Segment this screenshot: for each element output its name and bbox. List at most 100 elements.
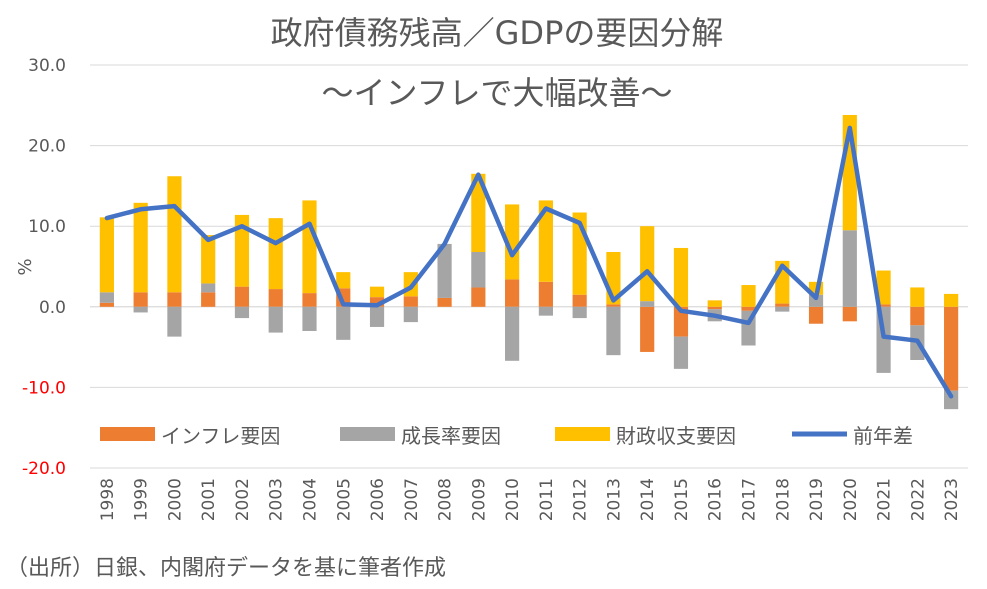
x-tick-label-2007: 2007 (402, 478, 422, 521)
bar-インフレ要因-2020 (842, 306, 857, 322)
source-note: （出所）日銀、内閣府データを基に筆者作成 (6, 556, 446, 581)
line-series (104, 125, 954, 399)
line-前年差 (104, 125, 954, 399)
x-tick-label-1998: 1998 (98, 478, 118, 521)
y-tick-label: 10.0 (28, 217, 66, 237)
y-tick-label: -10.0 (22, 378, 66, 398)
x-tick-label-2020: 2020 (841, 478, 861, 521)
bar-インフレ要因-2017 (741, 306, 756, 311)
chart-title: 政府債務残高／GDPの要因分解 (271, 14, 724, 52)
legend-label-財政収支要因: 財政収支要因 (616, 424, 736, 448)
bar-インフレ要因-2009 (471, 287, 486, 307)
bar-インフレ要因-2014 (640, 306, 655, 352)
y-tick-label: 20.0 (28, 137, 66, 157)
bar-成長率要因-2003 (268, 306, 283, 333)
y-tick-label: 30.0 (28, 56, 66, 76)
x-tick-label-2014: 2014 (638, 478, 658, 521)
bar-インフレ要因-2016 (707, 306, 722, 310)
bar-成長率要因-2002 (234, 306, 250, 319)
bar-成長率要因-2011 (538, 306, 553, 316)
bar-インフレ要因-2012 (572, 294, 587, 307)
bar-成長率要因-2008 (437, 243, 452, 298)
bar-インフレ要因-2003 (268, 289, 283, 307)
x-tick-label-2001: 2001 (199, 478, 219, 521)
x-tick-label-2012: 2012 (571, 478, 591, 521)
x-axis-ticks: 1998 1999 2000 2001 2002 2003 2004 2005 2006 2007… (98, 478, 962, 521)
bar-成長率要因-2023 (944, 390, 959, 410)
bar-財政収支要因-2004 (302, 200, 317, 294)
bar-インフレ要因-2002 (234, 286, 250, 307)
bar-財政収支要因-2000 (167, 176, 182, 293)
x-tick-label-2006: 2006 (368, 478, 388, 521)
bar-財政収支要因-2009 (471, 173, 486, 252)
x-tick-label-2009: 2009 (469, 478, 489, 521)
bar-財政収支要因-2023 (944, 293, 959, 307)
x-tick-label-2005: 2005 (334, 478, 354, 521)
legend-swatch-インフレ要因 (100, 427, 155, 441)
x-tick-label-2000: 2000 (165, 478, 185, 521)
bar-財政収支要因-2010 (505, 204, 520, 280)
x-tick-label-2003: 2003 (267, 478, 287, 521)
bar-財政収支要因-2005 (336, 272, 351, 289)
bar-財政収支要因-2001 (201, 235, 216, 284)
bar-インフレ要因-2021 (876, 304, 891, 307)
bar-成長率要因-1999 (133, 306, 148, 313)
bar-インフレ要因-2023 (944, 306, 959, 391)
bar-インフレ要因-2008 (437, 297, 452, 307)
bar-財政収支要因-2014 (640, 226, 655, 302)
x-tick-label-2019: 2019 (807, 478, 827, 521)
y-axis-label: % (15, 258, 36, 275)
x-tick-label-2023: 2023 (942, 478, 962, 521)
legend-label-成長率要因: 成長率要因 (401, 424, 501, 448)
x-tick-label-1999: 1999 (132, 478, 152, 521)
bar-インフレ要因-2018 (775, 303, 790, 307)
bar-成長率要因-2020 (842, 230, 857, 307)
bar-インフレ要因-2015 (673, 306, 689, 337)
legend: インフレ要因 成長率要因 財政収支要因 前年差 (100, 424, 913, 448)
y-axis-ticks: 30.0 20.0 10.0 0.0 -10.0 -20.0 (22, 56, 66, 479)
bar-財政収支要因-2016 (707, 300, 722, 307)
bar-インフレ要因-2006 (369, 297, 385, 307)
bar-インフレ要因-2022 (910, 306, 925, 326)
bar-財政収支要因-2002 (234, 214, 250, 287)
bar-インフレ要因-2013 (606, 304, 621, 307)
y-tick-label: 0.0 (39, 298, 66, 318)
x-tick-label-2002: 2002 (233, 478, 253, 521)
x-tick-label-2015: 2015 (672, 478, 692, 521)
bar-財政収支要因-2006 (369, 286, 385, 298)
bar-インフレ要因-2004 (302, 293, 317, 307)
bar-成長率要因-2000 (167, 306, 182, 337)
bar-財政収支要因-1999 (133, 202, 148, 293)
bar-財政収支要因-2021 (876, 270, 891, 305)
x-tick-label-2018: 2018 (773, 478, 793, 521)
bar-財政収支要因-2017 (741, 285, 756, 307)
legend-label-前年差: 前年差 (853, 424, 913, 448)
bar-インフレ要因-2011 (538, 281, 553, 307)
x-tick-label-2013: 2013 (604, 478, 624, 521)
x-tick-label-2022: 2022 (908, 478, 928, 521)
x-tick-label-2021: 2021 (875, 478, 895, 521)
x-tick-label-2016: 2016 (706, 478, 726, 521)
bar-財政収支要因-1998 (99, 217, 114, 293)
bar-成長率要因-2005 (336, 306, 351, 340)
bar-成長率要因-2004 (302, 306, 317, 331)
bar-成長率要因-2010 (505, 306, 520, 361)
bar-成長率要因-1998 (99, 292, 114, 303)
bar-成長率要因-2006 (369, 306, 385, 327)
x-tick-label-2004: 2004 (301, 478, 321, 521)
bar-インフレ要因-2001 (201, 292, 216, 307)
bar-成長率要因-2007 (403, 306, 418, 323)
bar-成長率要因-2014 (640, 301, 655, 307)
bar-財政収支要因-2015 (673, 247, 689, 307)
bar-インフレ要因-2007 (403, 296, 418, 307)
x-tick-label-2010: 2010 (503, 478, 523, 521)
x-tick-label-2008: 2008 (436, 478, 456, 521)
y-tick-label: -20.0 (22, 459, 66, 479)
bar-成長率要因-2018 (775, 306, 790, 312)
chart-subtitle: ～インフレで大幅改善～ (321, 74, 672, 112)
bar-成長率要因-2001 (201, 283, 216, 293)
bar-成長率要因-2019 (808, 294, 824, 307)
bar-インフレ要因-2010 (505, 279, 520, 307)
bar-財政収支要因-2003 (268, 218, 283, 290)
